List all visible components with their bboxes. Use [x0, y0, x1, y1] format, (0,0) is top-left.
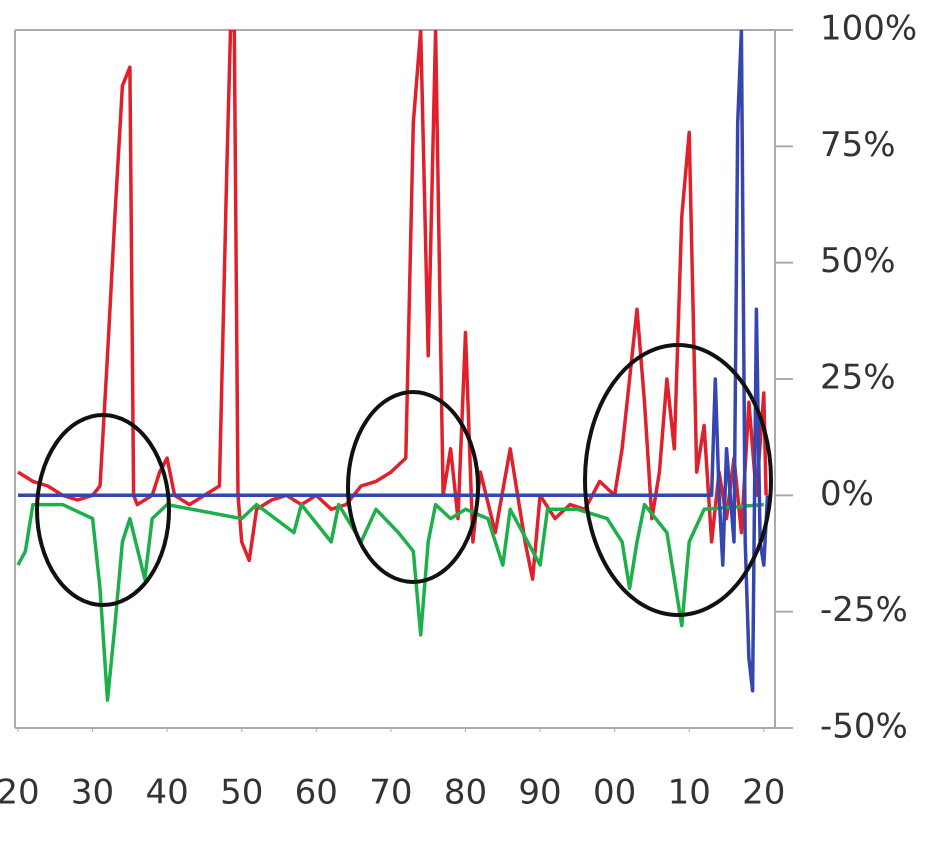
highlight-ellipse	[35, 413, 171, 607]
highlight-ellipse	[583, 343, 773, 617]
highlight-ellipse	[346, 390, 480, 584]
x-tick-label: 20	[742, 773, 785, 813]
y-tick-label: -25%	[820, 590, 908, 630]
x-tick-label: 90	[518, 773, 561, 813]
y-tick-label: 100%	[820, 9, 917, 49]
x-tick-label: 80	[444, 773, 487, 813]
x-tick-label: 50	[220, 773, 263, 813]
x-tick-label: 60	[295, 773, 338, 813]
x-tick-label: 00	[593, 773, 636, 813]
annotations	[35, 343, 773, 617]
y-tick-label: 75%	[820, 125, 896, 165]
x-tick-label: 40	[146, 773, 189, 813]
x-tick-label: 30	[71, 773, 114, 813]
x-tick-label: 20	[0, 773, 40, 813]
plot-area	[16, 30, 770, 702]
x-tick-label: 70	[369, 773, 412, 813]
series-line	[16, 502, 764, 702]
y-tick-label: -50%	[820, 707, 908, 747]
y-tick-label: 50%	[820, 241, 896, 281]
series-line	[18, 30, 770, 693]
y-tick-label: 0%	[820, 474, 874, 514]
x-tick-label: 10	[668, 773, 711, 813]
y-tick-label: 25%	[820, 358, 896, 398]
